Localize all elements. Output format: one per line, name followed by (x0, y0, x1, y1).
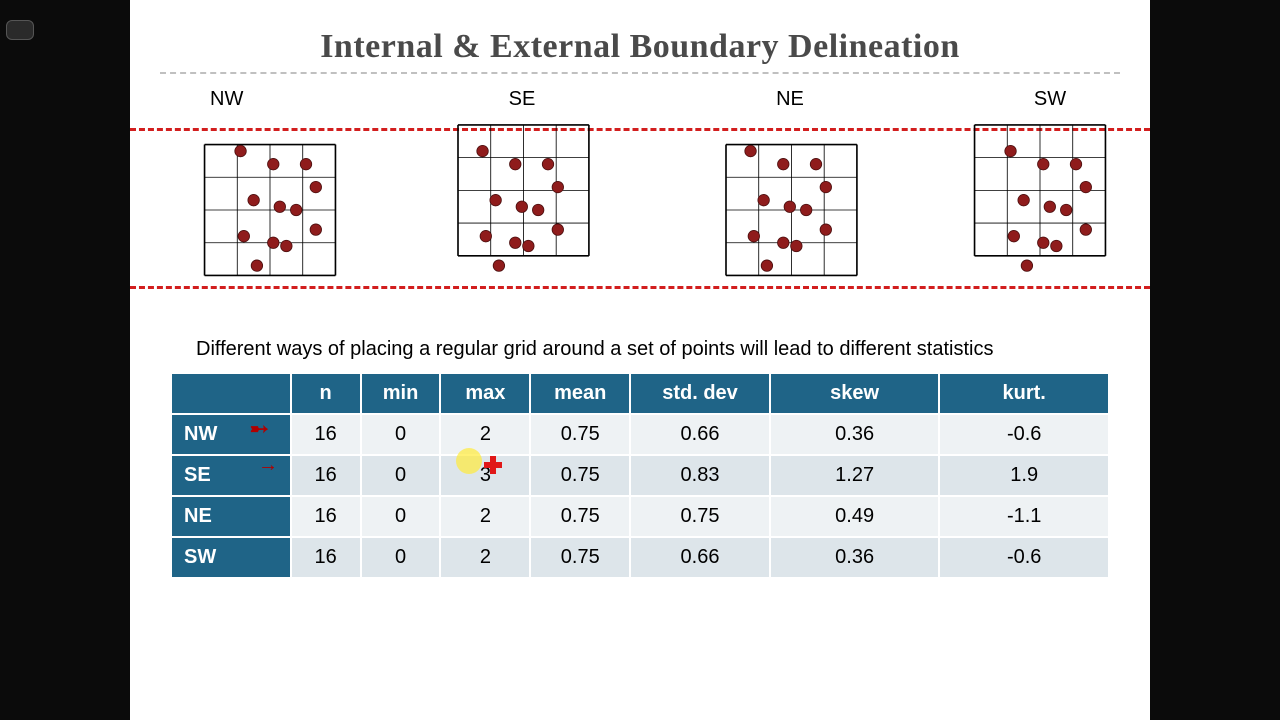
window-corner (6, 20, 34, 40)
col-skew: skew (770, 373, 940, 414)
grid-label: NW (210, 88, 380, 111)
cell: 0 (361, 537, 441, 578)
cell: 0 (361, 496, 441, 537)
grid-panel-se: SE (422, 88, 622, 305)
col-kurt: kurt. (939, 373, 1109, 414)
cell: 3 (440, 455, 530, 496)
cell: 16 (291, 537, 361, 578)
col-stddev: std. dev (630, 373, 770, 414)
cell: 0.36 (770, 537, 940, 578)
caption-text: Different ways of placing a regular grid… (196, 336, 1120, 362)
row-label: SE (171, 455, 291, 496)
grid-panel-nw: NW (180, 88, 380, 305)
cell: 0.75 (530, 537, 630, 578)
grid-svg (422, 115, 602, 305)
col-n: n (291, 373, 361, 414)
slide-content: Internal & External Boundary Delineation… (130, 0, 1150, 720)
table-row: SW16020.750.660.36-0.6 (171, 537, 1109, 578)
table-row: NW16020.750.660.36-0.6 (171, 414, 1109, 455)
cell: 0.36 (770, 414, 940, 455)
diagram-row: NWSENESW (160, 88, 1120, 318)
cell: 0.83 (630, 455, 770, 496)
cell: 0.66 (630, 414, 770, 455)
grid-svg (180, 115, 360, 305)
slide-title: Internal & External Boundary Delineation (160, 28, 1120, 74)
cell: 2 (440, 414, 530, 455)
cell: -0.6 (939, 537, 1109, 578)
cell: -1.1 (939, 496, 1109, 537)
row-label: NE (171, 496, 291, 537)
cell: -0.6 (939, 414, 1109, 455)
cell: 1.9 (939, 455, 1109, 496)
row-label: SW (171, 537, 291, 578)
grid-panel-sw: SW (950, 88, 1150, 305)
cell: 0.75 (530, 414, 630, 455)
row-label: NW (171, 414, 291, 455)
cell: 0.75 (530, 496, 630, 537)
col-mean: mean (530, 373, 630, 414)
table-row: NE16020.750.750.49-1.1 (171, 496, 1109, 537)
table-corner (171, 373, 291, 414)
table-header-row: nminmaxmeanstd. devskewkurt. (171, 373, 1109, 414)
cell: 0.49 (770, 496, 940, 537)
cell: 0.75 (630, 496, 770, 537)
cell: 16 (291, 455, 361, 496)
cell: 2 (440, 496, 530, 537)
col-min: min (361, 373, 441, 414)
cell: 2 (440, 537, 530, 578)
cell: 0.66 (630, 537, 770, 578)
cell: 0 (361, 414, 441, 455)
grid-label: NE (690, 88, 890, 111)
table-row: SE16030.750.831.271.9 (171, 455, 1109, 496)
cell: 0.75 (530, 455, 630, 496)
grid-svg (690, 115, 870, 305)
grid-label: SW (950, 88, 1150, 111)
cell: 16 (291, 414, 361, 455)
cell: 1.27 (770, 455, 940, 496)
col-max: max (440, 373, 530, 414)
grid-svg (950, 115, 1130, 305)
grid-label: SE (422, 88, 622, 111)
stats-table: nminmaxmeanstd. devskewkurt. NW16020.750… (170, 372, 1110, 579)
grid-panel-ne: NE (690, 88, 890, 305)
cell: 0 (361, 455, 441, 496)
cell: 16 (291, 496, 361, 537)
